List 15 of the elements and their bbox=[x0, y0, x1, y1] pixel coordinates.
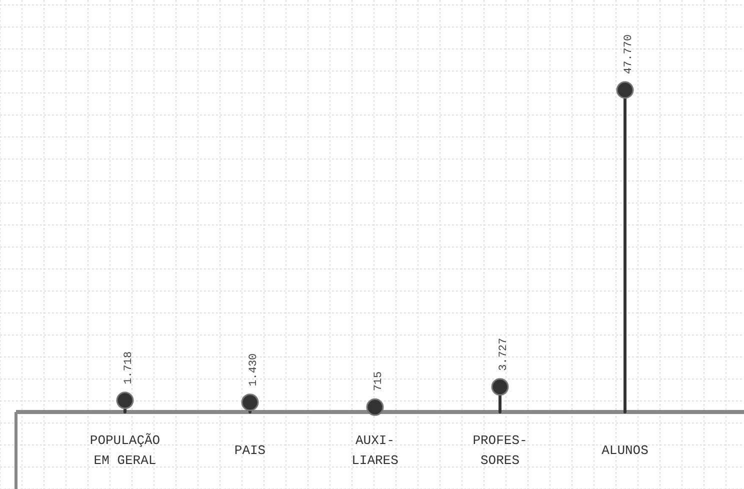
data-label: 1.718 bbox=[123, 351, 135, 384]
data-label: 47.770 bbox=[623, 34, 635, 74]
data-label: 715 bbox=[373, 371, 385, 392]
point bbox=[241, 394, 259, 412]
data-label: 1.430 bbox=[248, 353, 260, 386]
data-label: 3.727 bbox=[498, 338, 510, 371]
point bbox=[491, 378, 509, 396]
point bbox=[616, 81, 634, 99]
x-tick-label: PROFES-SORES bbox=[472, 433, 528, 468]
x-tick-label: AUXI-LIARES bbox=[352, 433, 399, 468]
point bbox=[116, 392, 134, 410]
point bbox=[366, 398, 384, 416]
x-tick-label: POPULAÇÃO EM GERAL bbox=[90, 433, 160, 468]
x-tick-label: ALUNOS bbox=[602, 443, 649, 458]
x-tick-label: PAIS bbox=[234, 443, 266, 458]
